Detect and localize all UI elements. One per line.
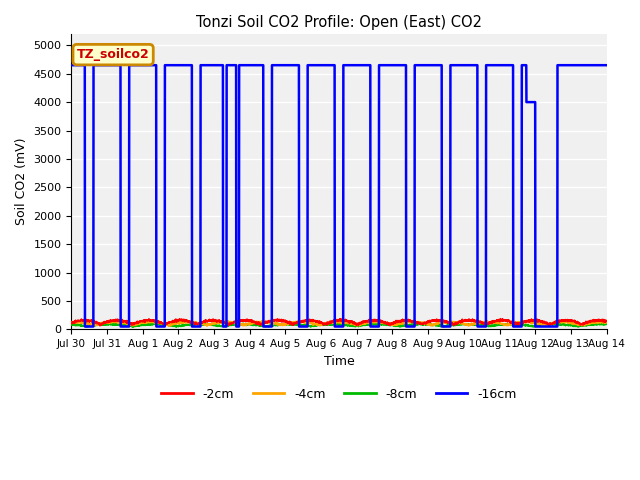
Text: TZ_soilco2: TZ_soilco2 xyxy=(77,48,150,61)
Y-axis label: Soil CO2 (mV): Soil CO2 (mV) xyxy=(15,138,28,226)
Legend: -2cm, -4cm, -8cm, -16cm: -2cm, -4cm, -8cm, -16cm xyxy=(156,383,522,406)
X-axis label: Time: Time xyxy=(324,355,355,368)
Title: Tonzi Soil CO2 Profile: Open (East) CO2: Tonzi Soil CO2 Profile: Open (East) CO2 xyxy=(196,15,482,30)
